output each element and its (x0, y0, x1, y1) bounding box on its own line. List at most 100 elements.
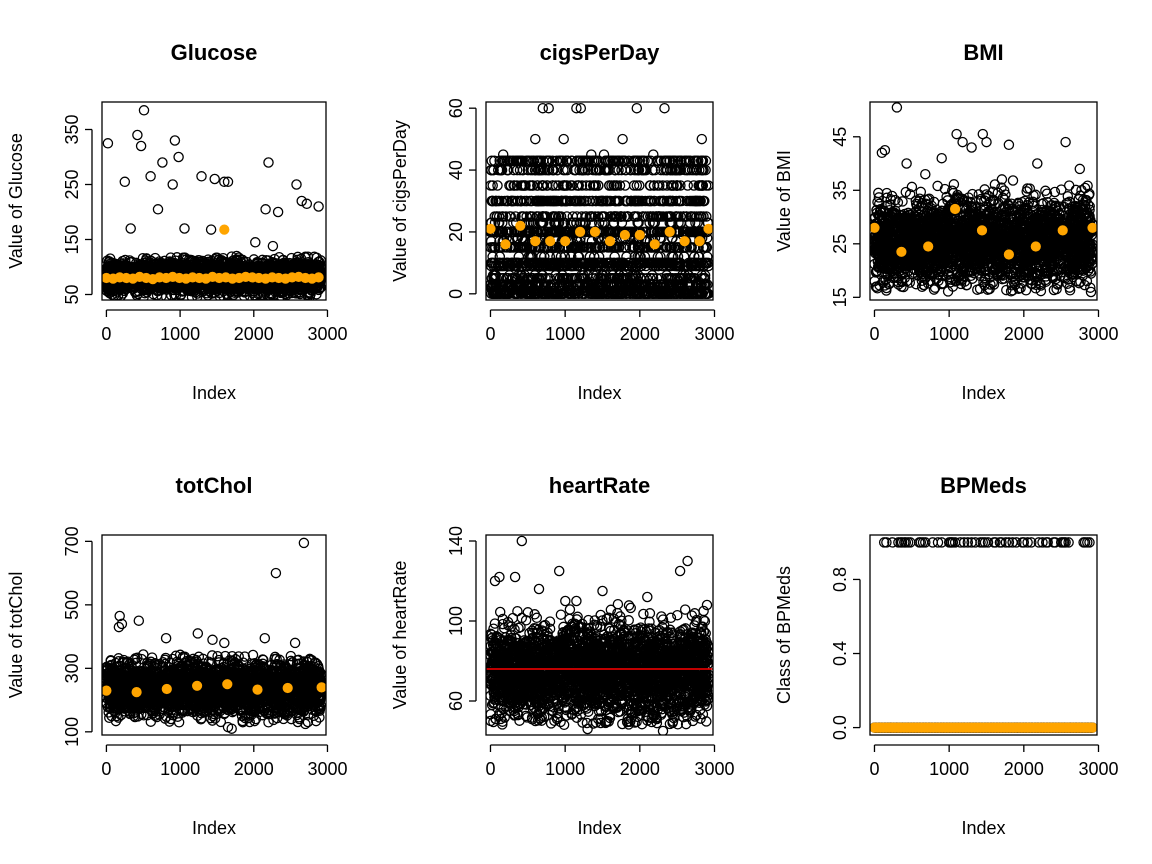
data-point (500, 226, 512, 238)
data-point (625, 195, 637, 207)
data-point (589, 242, 600, 253)
x-tick-label: 3000 (307, 324, 347, 344)
outlier-point (152, 204, 164, 215)
data-point (501, 273, 512, 284)
data-point (537, 211, 548, 222)
data-point (685, 257, 697, 269)
data-point (104, 253, 116, 264)
panel-title: Glucose (171, 40, 258, 65)
data-point (239, 285, 251, 297)
data-point (566, 273, 578, 284)
outlier-point (222, 176, 234, 188)
outlier-point (219, 176, 230, 188)
data-point (119, 261, 130, 272)
data-point (652, 257, 664, 269)
data-point (536, 195, 548, 207)
data-point (609, 242, 621, 253)
data-point (497, 217, 508, 228)
outlier-point (267, 240, 279, 252)
data-point (576, 270, 587, 281)
x-axis-label: Index (192, 383, 236, 403)
data-point (578, 195, 590, 207)
data-point (670, 211, 682, 222)
data-point (515, 195, 527, 207)
outlier-point (167, 179, 178, 190)
outlier-point (119, 176, 131, 188)
outlier-point (125, 223, 136, 234)
data-point (165, 252, 176, 263)
outlier-point (102, 138, 114, 149)
data-point (239, 291, 250, 300)
data-point (686, 211, 698, 222)
outlier-point (196, 171, 207, 182)
data-point (654, 195, 665, 207)
data-point (302, 251, 314, 262)
data-point (645, 273, 656, 284)
data-point (664, 195, 676, 207)
data-point (187, 255, 199, 267)
data-point (542, 257, 553, 269)
outlier-point (313, 201, 324, 212)
y-tick-label: 250 (62, 169, 82, 199)
y-tick-label: 150 (62, 224, 82, 254)
data-point (571, 217, 582, 228)
data-point (640, 211, 651, 222)
outlier-point (157, 157, 168, 168)
data-point (500, 211, 512, 222)
data-points (102, 105, 326, 300)
data-point (513, 257, 525, 269)
data-point (645, 211, 656, 222)
mean-point (313, 272, 324, 283)
x-tick-label: 0 (101, 324, 111, 344)
mean-point (219, 224, 230, 235)
data-point (549, 195, 561, 207)
data-point (632, 211, 643, 222)
data-point (177, 261, 188, 273)
data-point (592, 211, 604, 222)
data-point (526, 273, 538, 284)
data-point (505, 211, 517, 222)
data-point (210, 260, 222, 272)
data-point (213, 254, 225, 266)
outlier-point (250, 237, 261, 248)
data-point (654, 279, 666, 290)
data-point (169, 261, 180, 273)
data-point (187, 283, 198, 294)
data-point (304, 287, 315, 298)
y-tick-label: 350 (62, 114, 82, 144)
data-point (598, 211, 610, 222)
data-point (645, 257, 657, 269)
data-point (637, 211, 649, 222)
data-point (231, 254, 242, 265)
data-point (521, 211, 532, 222)
data-point (672, 242, 684, 253)
data-point (599, 217, 610, 228)
panel-1: 0 1000 2000 30000204060cigsPerDayIndexValue… (390, 40, 735, 403)
outlier-point (173, 151, 184, 163)
outlier-point (169, 135, 181, 146)
y-tick-label: 50 (62, 284, 82, 304)
data-point (560, 273, 571, 284)
data-point (501, 257, 512, 269)
outlier-point (145, 171, 156, 182)
data-point (583, 242, 595, 253)
data-point (275, 262, 286, 273)
data-point (590, 195, 602, 207)
outlier-point (205, 224, 217, 235)
data-point (693, 211, 705, 222)
panel-0: 0 1000 2000 300050150250350GlucoseIndexValu… (6, 40, 347, 403)
data-point (535, 257, 546, 269)
outlier-point (132, 129, 143, 141)
data-point (545, 279, 556, 290)
data-point (540, 211, 552, 222)
data-point (152, 262, 163, 274)
outlier-point (296, 195, 307, 207)
outlier-point (135, 140, 147, 152)
data-point (660, 242, 671, 253)
data-point (585, 211, 597, 222)
data-point (230, 258, 241, 270)
data-point (604, 211, 616, 222)
data-point (580, 211, 591, 222)
data-point (137, 252, 149, 264)
